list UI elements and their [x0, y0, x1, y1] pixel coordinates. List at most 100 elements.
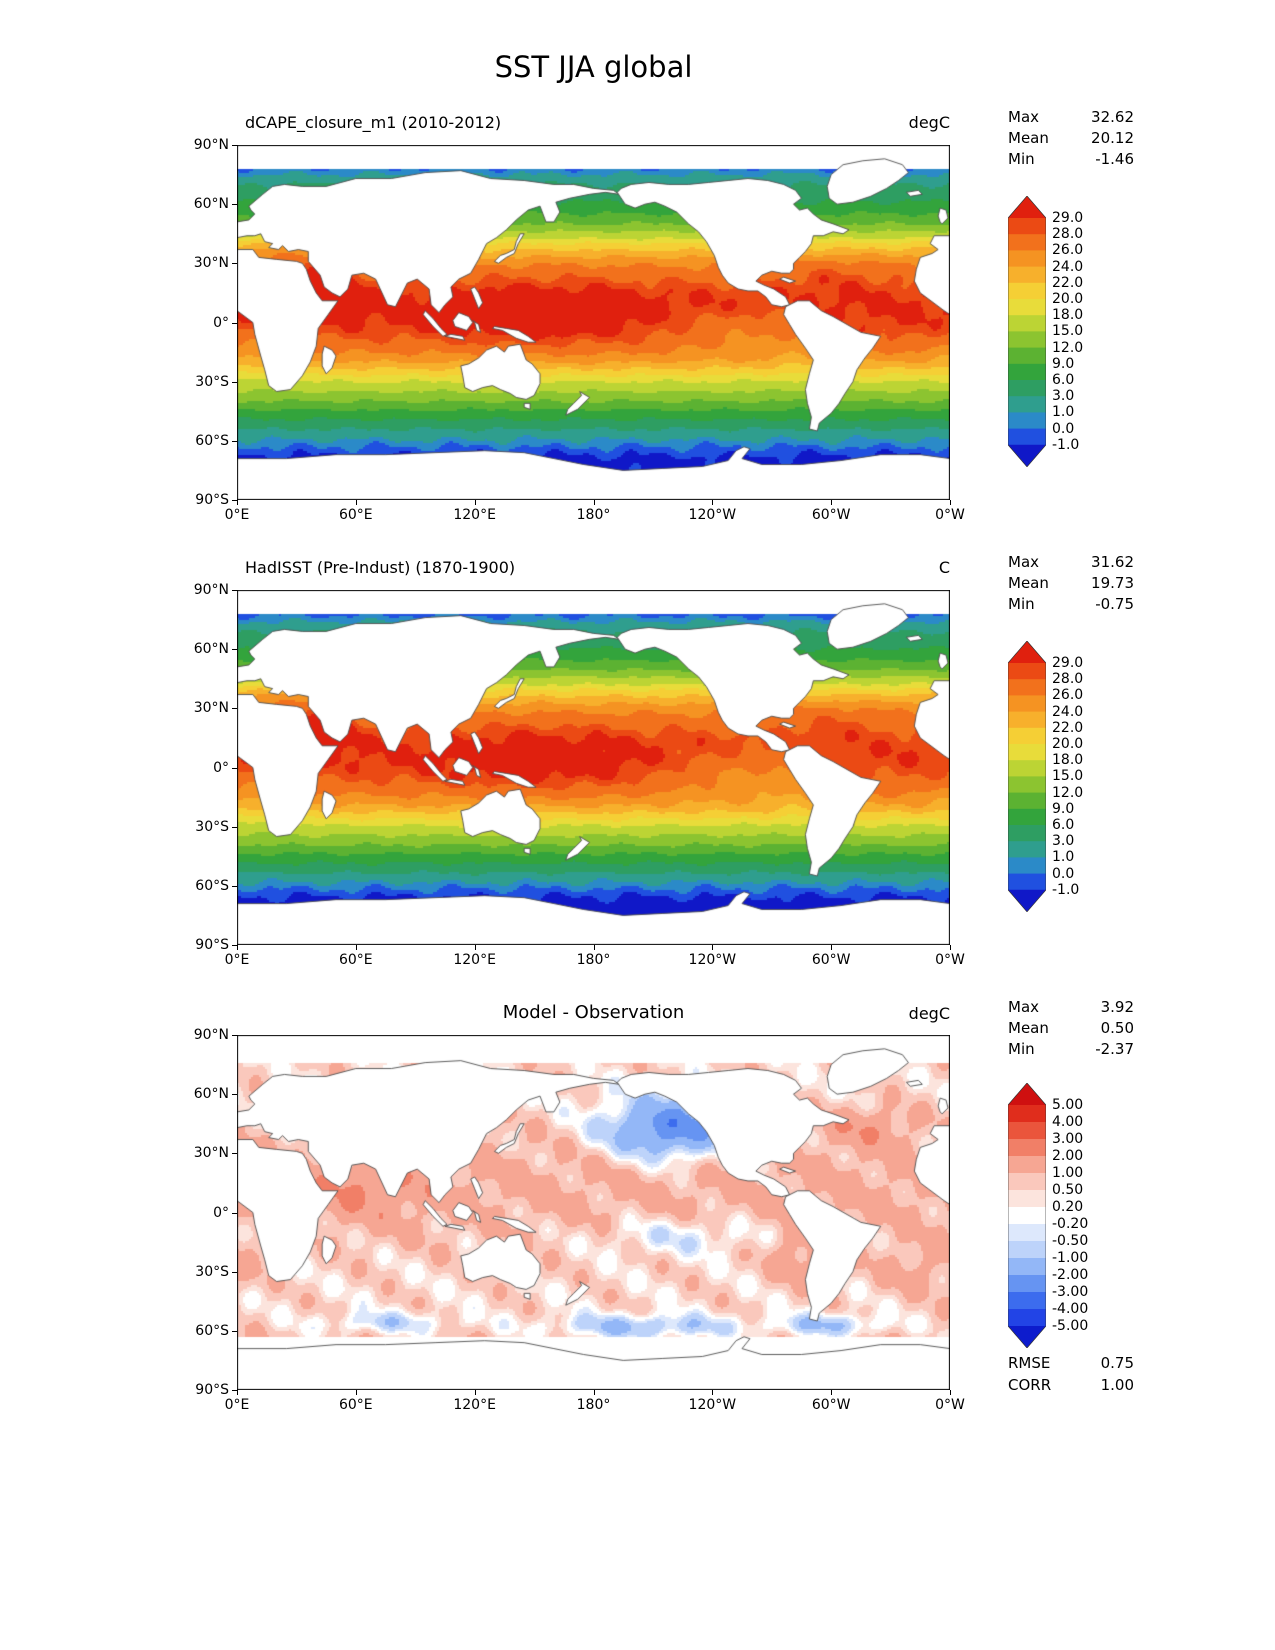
stat-label: Mean [1008, 1019, 1049, 1037]
colorbar-tick-label: 0.0 [1052, 420, 1075, 437]
x-tick-label: 120°W [688, 507, 737, 523]
colorbar-tick-label: 28.0 [1052, 226, 1084, 243]
y-tick-label: 0° [213, 1204, 229, 1221]
x-tick-label: 0°E [224, 952, 250, 968]
x-tick-mark [355, 945, 357, 950]
colorbar-tick-label: 3.0 [1052, 833, 1075, 850]
y-tick-label: 30°S [195, 373, 229, 390]
y-tick-label: 60°N [193, 1086, 229, 1103]
x-tick-mark [593, 500, 595, 505]
y-tick-label: 60°S [195, 877, 229, 894]
stat-value: -2.37 [1095, 1040, 1134, 1058]
x-tick-label: 60°E [338, 1397, 373, 1413]
stat-label: RMSE [1008, 1354, 1051, 1372]
y-tick-label: 30°S [195, 1263, 229, 1280]
y-tick-mark [232, 263, 237, 265]
stat-row: Max 32.62 [1008, 107, 1134, 128]
x-tick-mark [355, 500, 357, 505]
stat-value: 3.92 [1100, 998, 1134, 1016]
y-tick-mark [232, 500, 237, 501]
panel-diff-stats: Max 3.92 Mean 0.50 Min -2.37 [1008, 997, 1134, 1060]
colorbar-tick-label: -5.00 [1052, 1318, 1089, 1334]
panel-model-title: dCAPE_closure_m1 (2010-2012) [245, 113, 502, 132]
x-tick-label: 180° [576, 507, 611, 523]
stat-label: Min [1008, 1040, 1035, 1058]
stat-label: Max [1008, 998, 1040, 1016]
colorbar-tick-label: -0.50 [1052, 1233, 1089, 1249]
colorbar-tick-label: -3.00 [1052, 1284, 1089, 1300]
x-tick-label: 120°E [453, 952, 496, 968]
x-tick-label: 0°W [935, 1397, 965, 1413]
y-tick-label: 90°N [193, 137, 229, 153]
y-tick-label: 90°N [193, 1027, 229, 1043]
x-tick-label: 60°W [811, 507, 851, 523]
colorbar-difference [1007, 1082, 1047, 1352]
stat-value: 0.75 [1100, 1354, 1134, 1372]
stat-value: -1.46 [1095, 150, 1134, 168]
colorbar-tick-label: 1.0 [1052, 404, 1075, 421]
stat-row: CORR 1.00 [1008, 1374, 1134, 1396]
y-tick-label: 0° [213, 759, 229, 776]
x-tick-label: 120°W [688, 952, 737, 968]
stat-row: Min -2.37 [1008, 1039, 1134, 1060]
stat-row: Mean 0.50 [1008, 1018, 1134, 1039]
map-model [237, 145, 950, 500]
x-tick-label: 60°E [338, 507, 373, 523]
y-tick-label: 90°S [195, 1382, 229, 1398]
colorbar-tick-label: 9.0 [1052, 800, 1075, 817]
colorbar-tick-label: -1.00 [1052, 1250, 1089, 1266]
y-tick-label: 30°N [193, 700, 229, 717]
colorbar-tick-label: 6.0 [1052, 817, 1075, 833]
x-tick-label: 60°E [338, 952, 373, 968]
stat-label: Min [1008, 595, 1035, 613]
x-tick-label: 60°W [811, 952, 851, 968]
figure-title: SST JJA global [494, 50, 693, 84]
y-tick-mark [232, 826, 237, 828]
x-tick-mark [237, 1390, 238, 1395]
colorbar-tick-label: 18.0 [1052, 752, 1084, 769]
x-tick-mark [831, 1390, 833, 1395]
x-tick-mark [950, 500, 951, 505]
x-tick-mark [712, 500, 714, 505]
x-tick-mark [355, 1390, 357, 1395]
stat-label: CORR [1008, 1376, 1052, 1394]
colorbar-tick-label: 26.0 [1052, 687, 1084, 704]
x-tick-mark [950, 1390, 951, 1395]
y-tick-mark [232, 204, 237, 206]
colorbar-tick-label: 0.50 [1052, 1182, 1084, 1198]
y-tick-mark [232, 1271, 237, 1273]
y-tick-mark [232, 590, 237, 591]
colorbar-tick-label: 20.0 [1052, 736, 1084, 752]
y-tick-mark [232, 381, 237, 383]
stat-row: Mean 20.12 [1008, 128, 1134, 149]
x-tick-label: 0°E [224, 507, 250, 523]
x-tick-label: 60°W [811, 1397, 851, 1413]
y-tick-mark [232, 1330, 237, 1332]
y-tick-label: 60°S [195, 432, 229, 449]
x-tick-label: 120°W [688, 1397, 737, 1413]
stat-label: Min [1008, 150, 1035, 168]
map-observation [237, 590, 950, 945]
colorbar-tick-label: 24.0 [1052, 258, 1084, 275]
stat-row: RMSE 0.75 [1008, 1352, 1134, 1374]
stat-value: 1.00 [1100, 1376, 1134, 1394]
stat-row: Mean 19.73 [1008, 573, 1134, 594]
y-tick-mark [232, 767, 237, 769]
colorbar-tick-label: 26.0 [1052, 242, 1084, 259]
colorbar-model [1007, 195, 1047, 471]
stat-value: 32.62 [1091, 108, 1134, 126]
colorbar-tick-label: 0.0 [1052, 865, 1075, 882]
y-tick-mark [232, 885, 237, 887]
colorbar-tick-label: 6.0 [1052, 372, 1075, 388]
panel-obs-stats: Max 31.62 Mean 19.73 Min -0.75 [1008, 552, 1134, 615]
x-tick-mark [712, 945, 714, 950]
y-tick-label: 60°N [193, 196, 229, 213]
colorbar-tick-label: 12.0 [1052, 339, 1084, 356]
y-tick-mark [232, 322, 237, 324]
stat-value: -0.75 [1095, 595, 1134, 613]
colorbar-tick-label: -4.00 [1052, 1301, 1089, 1317]
colorbar-tick-label: 24.0 [1052, 703, 1084, 720]
colorbar-tick-label: 3.0 [1052, 388, 1075, 405]
colorbar-tick-label: 22.0 [1052, 274, 1084, 291]
